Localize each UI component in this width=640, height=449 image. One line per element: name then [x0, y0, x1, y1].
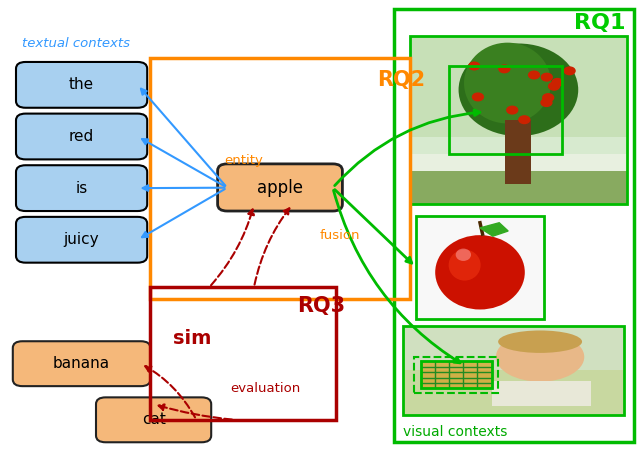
Circle shape — [499, 65, 510, 73]
Text: fusion: fusion — [320, 229, 360, 242]
Circle shape — [543, 94, 554, 101]
Bar — [415, 357, 498, 393]
Bar — [421, 361, 492, 388]
Text: sim: sim — [173, 330, 211, 348]
Circle shape — [552, 79, 563, 86]
Ellipse shape — [496, 332, 584, 382]
Text: evaluation: evaluation — [230, 382, 301, 395]
Ellipse shape — [459, 44, 579, 136]
Circle shape — [564, 67, 575, 75]
Text: RQ2: RQ2 — [378, 70, 426, 90]
Text: RQ3: RQ3 — [298, 296, 346, 317]
Text: textual contexts: textual contexts — [22, 37, 131, 50]
Bar — [506, 120, 531, 184]
Bar — [416, 216, 544, 319]
Ellipse shape — [456, 249, 471, 261]
Circle shape — [469, 62, 480, 70]
Ellipse shape — [464, 43, 551, 123]
Bar — [150, 58, 410, 299]
Bar — [449, 66, 562, 154]
Bar — [421, 361, 492, 388]
Text: RQ1: RQ1 — [575, 13, 626, 34]
Text: banana: banana — [53, 356, 110, 371]
Bar — [403, 326, 624, 415]
Bar — [394, 9, 634, 442]
Bar — [410, 36, 627, 204]
Text: apple: apple — [257, 179, 303, 197]
Text: juicy: juicy — [64, 232, 99, 247]
Bar — [410, 36, 627, 137]
Circle shape — [541, 99, 552, 106]
Ellipse shape — [435, 235, 525, 309]
FancyBboxPatch shape — [13, 341, 150, 386]
Text: cat: cat — [141, 412, 166, 427]
FancyBboxPatch shape — [96, 397, 211, 442]
Ellipse shape — [449, 250, 481, 281]
Text: entity: entity — [224, 154, 263, 167]
Ellipse shape — [498, 330, 582, 353]
FancyBboxPatch shape — [16, 114, 147, 159]
Bar — [416, 216, 544, 319]
Bar — [403, 326, 624, 370]
FancyBboxPatch shape — [16, 217, 147, 263]
FancyBboxPatch shape — [16, 165, 147, 211]
Bar — [403, 326, 624, 415]
Circle shape — [529, 71, 540, 79]
Bar — [410, 36, 627, 204]
Bar — [150, 287, 336, 420]
Circle shape — [507, 106, 518, 114]
Text: is: is — [76, 180, 88, 196]
Text: the: the — [69, 77, 94, 92]
Circle shape — [519, 116, 530, 123]
Polygon shape — [480, 223, 508, 236]
Circle shape — [548, 83, 559, 90]
Bar — [492, 381, 591, 406]
Circle shape — [472, 93, 483, 101]
Bar — [410, 36, 627, 154]
Text: visual contexts: visual contexts — [403, 425, 508, 439]
Text: red: red — [69, 129, 94, 144]
FancyBboxPatch shape — [218, 164, 342, 211]
Bar — [410, 171, 627, 204]
FancyBboxPatch shape — [16, 62, 147, 108]
Circle shape — [541, 73, 552, 81]
